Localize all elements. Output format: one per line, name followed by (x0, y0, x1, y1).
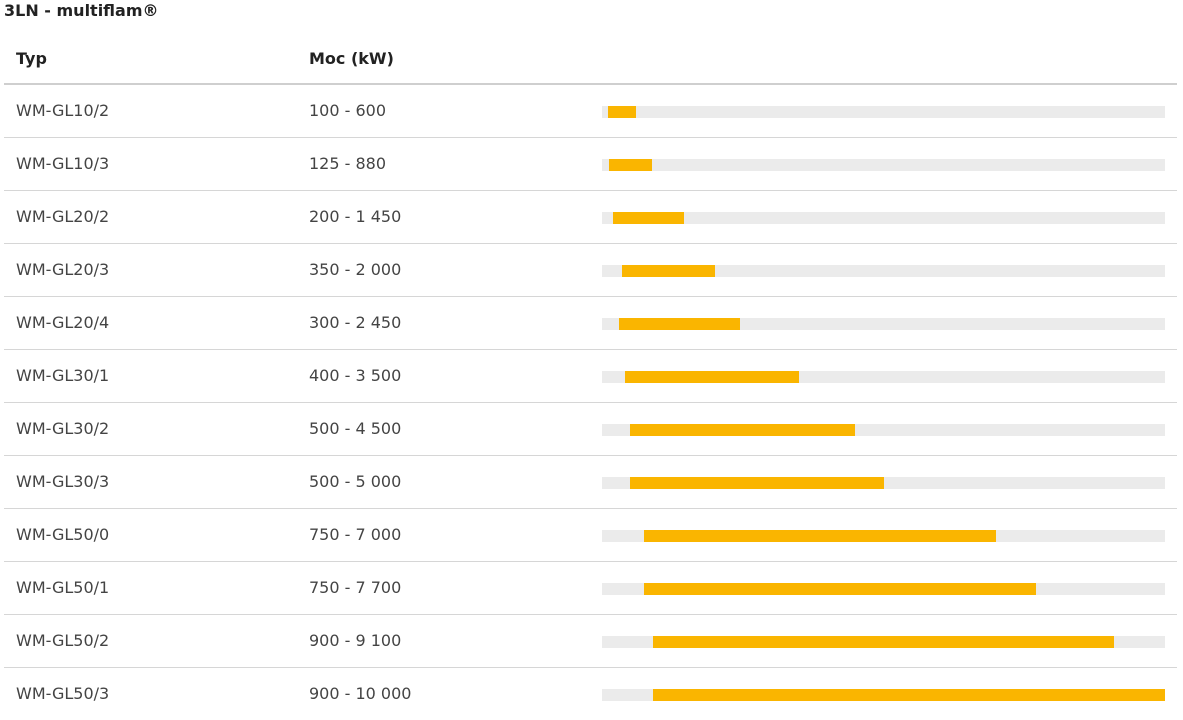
row-power: 125 - 880 (309, 154, 387, 173)
row-power: 400 - 3 500 (309, 366, 402, 385)
power-range-bar-track (602, 477, 1165, 489)
row-type: WM-GL50/3 (16, 684, 110, 703)
table-row: WM-GL50/3 900 - 10 000 (4, 668, 1177, 720)
page-title: 3LN - multiflam® (4, 1, 159, 20)
power-range-bar-track (602, 371, 1165, 383)
row-power: 750 - 7 700 (309, 578, 402, 597)
row-type: WM-GL20/2 (16, 207, 110, 226)
row-type: WM-GL10/2 (16, 101, 110, 120)
row-power: 300 - 2 450 (309, 313, 402, 332)
row-type: WM-GL30/3 (16, 472, 110, 491)
row-type: WM-GL50/0 (16, 525, 110, 544)
row-power: 200 - 1 450 (309, 207, 402, 226)
power-range-bar-fill (608, 106, 636, 118)
row-type: WM-GL50/2 (16, 631, 110, 650)
row-type: WM-GL30/1 (16, 366, 110, 385)
row-power: 900 - 10 000 (309, 684, 412, 703)
power-range-bar-fill (630, 477, 884, 489)
power-range-bar-track (602, 689, 1165, 701)
power-range-bar-fill (644, 583, 1036, 595)
burner-table: Typ Moc (kW) WM-GL10/2 100 - 600 WM-GL10/3… (4, 33, 1177, 720)
power-range-bar-fill (609, 159, 652, 171)
power-range-bar-fill (625, 371, 799, 383)
table-row: WM-GL20/2 200 - 1 450 (4, 191, 1177, 244)
row-type: WM-GL20/4 (16, 313, 110, 332)
power-range-bar-track (602, 106, 1165, 118)
power-range-bar-fill (653, 636, 1114, 648)
column-header-power: Moc (kW) (309, 49, 394, 68)
row-power: 900 - 9 100 (309, 631, 402, 650)
table-row: WM-GL30/1 400 - 3 500 (4, 350, 1177, 403)
power-range-bar-fill (653, 689, 1165, 701)
table-row: WM-GL20/4 300 - 2 450 (4, 297, 1177, 350)
power-range-bar-fill (630, 424, 855, 436)
power-range-bar-track (602, 636, 1165, 648)
table-row: WM-GL20/3 350 - 2 000 (4, 244, 1177, 297)
power-range-bar-fill (622, 265, 715, 277)
row-power: 750 - 7 000 (309, 525, 402, 544)
row-type: WM-GL50/1 (16, 578, 110, 597)
table-row: WM-GL30/2 500 - 4 500 (4, 403, 1177, 456)
power-range-bar-track (602, 583, 1165, 595)
power-range-bar-fill (644, 530, 996, 542)
power-range-bar-track (602, 318, 1165, 330)
table-row: WM-GL50/2 900 - 9 100 (4, 615, 1177, 668)
table-row: WM-GL10/2 100 - 600 (4, 85, 1177, 138)
row-type: WM-GL30/2 (16, 419, 110, 438)
row-type: WM-GL20/3 (16, 260, 110, 279)
table-body: WM-GL10/2 100 - 600 WM-GL10/3 125 - 880 WM-G… (4, 85, 1177, 720)
row-type: WM-GL10/3 (16, 154, 110, 173)
power-range-bar-track (602, 265, 1165, 277)
table-row: WM-GL50/1 750 - 7 700 (4, 562, 1177, 615)
table-row: WM-GL10/3 125 - 880 (4, 138, 1177, 191)
table-header: Typ Moc (kW) (4, 33, 1177, 85)
table-row: WM-GL50/0 750 - 7 000 (4, 509, 1177, 562)
power-range-bar-track (602, 530, 1165, 542)
power-range-bar-track (602, 212, 1165, 224)
row-power: 100 - 600 (309, 101, 387, 120)
row-power: 500 - 5 000 (309, 472, 402, 491)
power-range-bar-fill (619, 318, 740, 330)
table-row: WM-GL30/3 500 - 5 000 (4, 456, 1177, 509)
power-range-bar-track (602, 159, 1165, 171)
power-range-bar-fill (613, 212, 684, 224)
row-power: 500 - 4 500 (309, 419, 402, 438)
power-range-bar-track (602, 424, 1165, 436)
column-header-type: Typ (16, 49, 47, 68)
row-power: 350 - 2 000 (309, 260, 402, 279)
